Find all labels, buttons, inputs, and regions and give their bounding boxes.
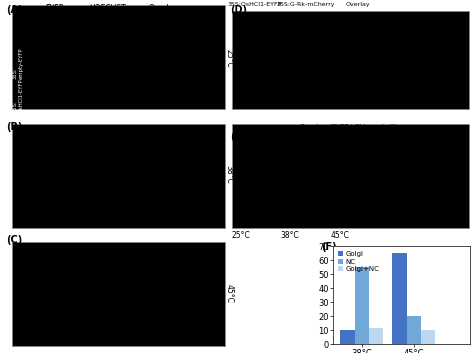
Text: 38°C: 38°C [281, 231, 300, 240]
Bar [12, 124, 225, 228]
Text: HOECHST: HOECHST [90, 4, 127, 12]
Bar [421, 330, 436, 345]
Text: Overlay (EYFP+Chlorophyll): Overlay (EYFP+Chlorophyll) [300, 124, 397, 130]
Legend: Golgi, NC, Golgi+NC: Golgi, NC, Golgi+NC [337, 250, 381, 274]
Bar [369, 328, 383, 345]
Text: 35S:
OsHCI1-EYFP: 35S: OsHCI1-EYFP [13, 78, 24, 112]
Bar [355, 268, 369, 345]
Bar [232, 11, 469, 109]
Text: (D): (D) [230, 5, 247, 15]
Text: (E): (E) [230, 132, 246, 142]
Bar [392, 253, 407, 345]
Bar [340, 330, 355, 345]
Text: 38°C: 38°C [225, 165, 234, 184]
Text: 35S:
empty-EYFP: 35S: empty-EYFP [13, 48, 24, 79]
Text: (A): (A) [6, 5, 22, 15]
Text: (F): (F) [321, 242, 337, 252]
Bar [12, 242, 225, 346]
Bar [12, 5, 225, 109]
Text: EYFP: EYFP [46, 4, 64, 12]
Text: 45°C: 45°C [225, 283, 234, 303]
Text: 35S:OsHCI1-EYFP: 35S:OsHCI1-EYFP [228, 2, 282, 7]
Text: 25°C: 25°C [231, 231, 250, 240]
Text: 45°C: 45°C [331, 231, 350, 240]
Bar [407, 317, 421, 345]
Text: 35S:G-Rk-mCherry: 35S:G-Rk-mCherry [276, 2, 335, 7]
Text: (B): (B) [6, 122, 22, 132]
Bar [232, 124, 469, 228]
Text: 25°C: 25°C [225, 49, 234, 68]
Text: Overlay: Overlay [346, 2, 370, 7]
Text: Overlay: Overlay [149, 4, 178, 12]
Text: (C): (C) [6, 235, 22, 245]
